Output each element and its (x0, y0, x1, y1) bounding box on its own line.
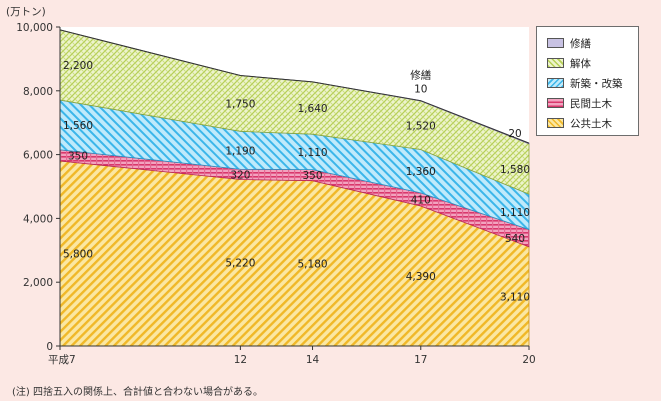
legend-swatch (547, 58, 564, 68)
legend-label: 民間土木 (570, 97, 612, 110)
legend-label: 公共土木 (570, 117, 612, 130)
data-label-demolition: 1,520 (406, 120, 436, 132)
legend-item-new-construction: 新築・改築 (547, 73, 638, 93)
data-label-public: 5,180 (298, 258, 328, 270)
data-label-new: 1,560 (63, 120, 93, 132)
legend-swatch (547, 78, 564, 88)
x-tick-label: 14 (306, 354, 320, 366)
data-label-private: 410 (411, 194, 431, 206)
data-label-new: 1,110 (298, 147, 328, 159)
data-label-public: 5,800 (63, 248, 93, 260)
legend-item-private-civil: 民間土木 (547, 93, 638, 113)
legend-label: 修繕 (570, 37, 591, 50)
data-label-public: 3,110 (500, 291, 530, 303)
legend-item-public-civil: 公共土木 (547, 113, 638, 133)
y-tick-label: 6,000 (23, 150, 53, 162)
data-label-private: 350 (68, 150, 88, 162)
y-tick-label: 2,000 (23, 277, 53, 289)
annotation-repair-value: 10 (414, 84, 427, 96)
legend-label: 解体 (570, 57, 591, 70)
data-label-public: 4,390 (406, 271, 436, 283)
y-tick-label: 10,000 (16, 22, 53, 34)
data-label-public: 5,220 (225, 258, 255, 270)
data-label-demolition: 1,750 (225, 98, 255, 110)
legend-item-repair: 修繕 (547, 33, 638, 53)
x-tick-label: 12 (234, 354, 247, 366)
data-label-private: 350 (303, 170, 323, 182)
x-tick-label: 平成7 (48, 354, 76, 366)
annotation-repair-label: 修繕 (410, 69, 431, 82)
data-label-new: 1,110 (500, 207, 530, 219)
chart-legend: 修繕 解体 新築・改築 民間土木 公共土木 (536, 26, 639, 136)
legend-swatch (547, 98, 564, 108)
y-unit-label: (万トン) (6, 6, 46, 18)
legend-label: 新築・改築 (570, 77, 623, 90)
data-label-demolition: 2,200 (63, 60, 93, 72)
data-label-new: 1,360 (406, 166, 436, 178)
annotation-repair-value: 20 (508, 128, 521, 140)
data-label-new: 1,190 (225, 145, 255, 157)
y-tick-label: 4,000 (23, 213, 53, 225)
x-tick-label: 17 (414, 354, 427, 366)
y-tick-label: 8,000 (23, 86, 53, 98)
y-tick-label: 0 (46, 341, 53, 353)
data-label-demolition: 1,580 (500, 164, 530, 176)
data-label-private: 320 (230, 169, 250, 181)
data-label-private: 540 (505, 233, 525, 245)
footnote: (注) 四捨五入の関係上、合計値と合わない場合がある。 (12, 387, 263, 398)
legend-swatch (547, 118, 564, 128)
legend-swatch (547, 38, 564, 48)
x-tick-label: 20 (522, 354, 535, 366)
legend-item-demolition: 解体 (547, 53, 638, 73)
total-line (59, 29, 530, 144)
data-label-demolition: 1,640 (298, 103, 328, 115)
